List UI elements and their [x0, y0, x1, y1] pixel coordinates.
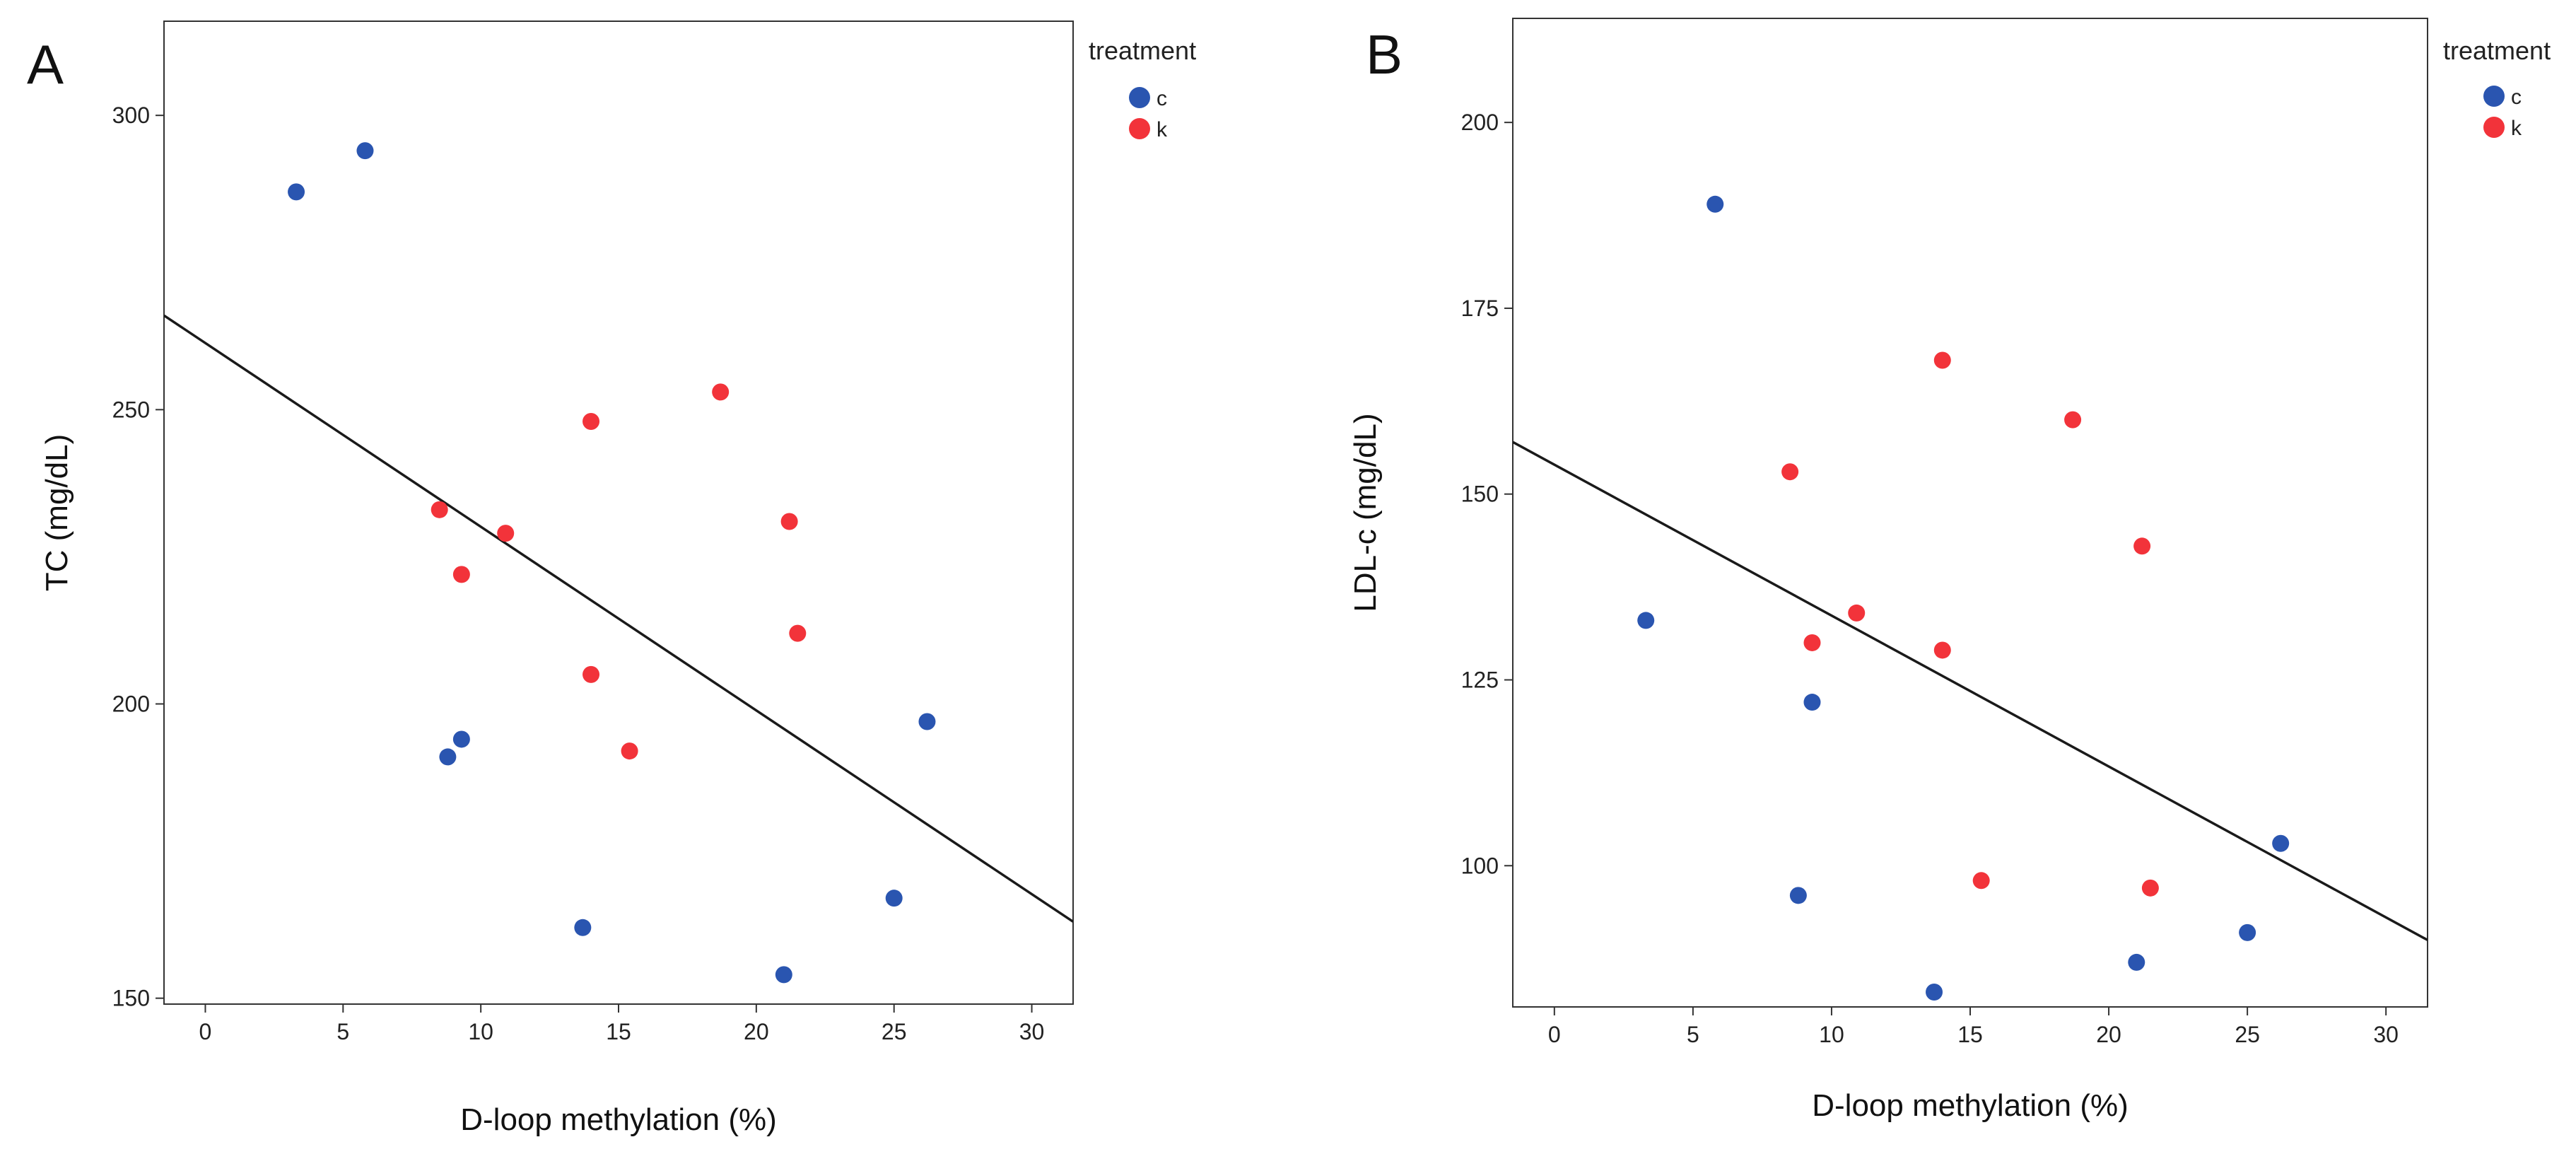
- plot-frame: [1512, 18, 2428, 1008]
- x-tick-label: 20: [2096, 1022, 2121, 1047]
- point-k: [1848, 604, 1866, 622]
- point-c: [775, 966, 792, 984]
- x-tick-label: 15: [1957, 1022, 1983, 1047]
- y-tick-label: 100: [1461, 853, 1499, 878]
- point-k: [780, 513, 798, 530]
- y-axis-title: LDL-c (mg/dL): [1348, 413, 1383, 612]
- panel-b: B 0 5 10 15 20 25 30 100 125 150 175 200 D-loop methy…: [1348, 18, 2551, 1123]
- x-axis-title: D-loop methylation (%): [460, 1102, 777, 1137]
- legend-label-k: k: [2511, 117, 2522, 140]
- x-tick-label: 10: [1819, 1022, 1844, 1047]
- point-k: [2064, 411, 2082, 429]
- legend-marker-c: [1129, 87, 1150, 108]
- point-c: [2272, 834, 2290, 852]
- legend-marker-k: [1129, 118, 1150, 139]
- point-k: [1972, 872, 1990, 890]
- point-c: [1637, 612, 1655, 629]
- point-k: [497, 525, 515, 542]
- legend-title: treatment: [1089, 36, 1196, 65]
- panel-label: A: [27, 33, 64, 95]
- point-c: [288, 183, 305, 201]
- point-c: [1926, 983, 1943, 1001]
- point-k: [1781, 463, 1799, 481]
- plot-frame: [163, 21, 1074, 1005]
- y-tick-label: 300: [112, 103, 150, 128]
- y-tick-label: 175: [1461, 296, 1499, 321]
- x-tick-label: 0: [1548, 1022, 1561, 1047]
- x-axis-title: D-loop methylation (%): [1812, 1088, 2129, 1123]
- fit-line: [164, 314, 1073, 923]
- y-axis-title: TC (mg/dL): [40, 434, 74, 591]
- point-c: [356, 142, 374, 160]
- x-tick-label: 20: [744, 1019, 769, 1044]
- point-k: [452, 566, 470, 583]
- point-k: [582, 412, 600, 430]
- fit-line: [1513, 441, 2428, 941]
- y-tick-label: 200: [112, 692, 150, 717]
- y-tick-label: 150: [1461, 482, 1499, 507]
- point-c: [1789, 887, 1807, 904]
- y-tick-label: 250: [112, 397, 150, 422]
- point-c: [1706, 195, 1724, 213]
- legend-label-c: c: [1157, 87, 1167, 110]
- x-tick-label: 30: [2373, 1022, 2399, 1047]
- y-tick-label: 125: [1461, 668, 1499, 693]
- legend-marker-k: [2483, 117, 2505, 138]
- point-k: [2141, 879, 2159, 897]
- x-tick-label: 25: [2235, 1022, 2260, 1047]
- point-c: [885, 890, 903, 907]
- x-tick-label: 25: [882, 1019, 907, 1044]
- point-c: [452, 730, 470, 748]
- panel-a: A 0 5 10 15 20 25 30 150 200 250 300 D-loop methylat…: [27, 21, 1196, 1137]
- point-k: [2133, 537, 2151, 555]
- point-c: [439, 748, 457, 766]
- point-k: [431, 501, 448, 518]
- point-k: [1933, 351, 1951, 369]
- point-k: [1803, 634, 1821, 651]
- point-k: [789, 624, 807, 642]
- x-tick-label: 5: [336, 1019, 349, 1044]
- point-c: [1803, 694, 1821, 711]
- point-c: [2239, 923, 2256, 941]
- point-k: [621, 742, 638, 760]
- x-tick-label: 0: [199, 1019, 212, 1044]
- legend-label-c: c: [2511, 86, 2522, 109]
- point-k: [712, 383, 730, 401]
- x-tick-label: 5: [1687, 1022, 1699, 1047]
- legend-label-k: k: [1157, 118, 1168, 141]
- point-c: [918, 713, 936, 730]
- legend-marker-c: [2483, 86, 2505, 107]
- panel-label: B: [1366, 23, 1403, 86]
- x-tick-label: 10: [468, 1019, 493, 1044]
- y-tick-label: 150: [112, 986, 150, 1011]
- point-k: [1933, 641, 1951, 659]
- point-c: [574, 919, 592, 936]
- x-tick-label: 15: [606, 1019, 631, 1044]
- legend-title: treatment: [2443, 36, 2551, 65]
- y-tick-label: 200: [1461, 110, 1499, 135]
- point-k: [582, 665, 600, 683]
- point-c: [2128, 953, 2145, 971]
- x-tick-label: 30: [1019, 1019, 1045, 1044]
